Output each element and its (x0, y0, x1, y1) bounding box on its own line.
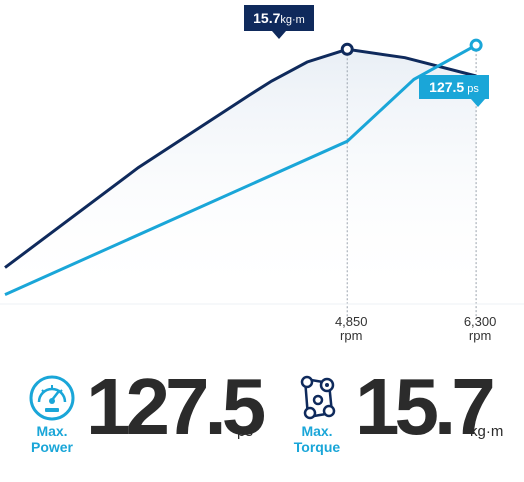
torque-peak-value: 15.7 (253, 10, 280, 26)
power-peak-callout: 127.5 ps (419, 75, 489, 107)
x-tick-label: 6,300 (464, 314, 497, 329)
power-series-line (4, 43, 477, 296)
max-torque-stat: Max. Torque 15.7 kg·m (270, 345, 524, 482)
torque-series-line (4, 47, 477, 269)
power-peak-label: 127.5 ps (429, 79, 479, 95)
max-torque-value: 15.7 (355, 362, 496, 451)
max-power-label: Max. Power (16, 423, 88, 455)
engine-belt-icon (300, 375, 336, 420)
max-power-stat: Max. Power 127.5 ps (0, 345, 270, 482)
x-tick-label: 4,850 (335, 314, 368, 329)
torque-peak-callout-box (244, 5, 314, 39)
x-tick-unit: rpm (469, 328, 491, 343)
torque-peak-label: 15.7kg·m (253, 10, 305, 26)
max-power-label-line2: Power (30, 439, 73, 455)
power-peak-point (469, 38, 483, 52)
max-power-label-line1: Max. (36, 423, 68, 439)
max-torque-unit: kg·m (470, 423, 504, 440)
power-peak-callout-box (419, 75, 489, 107)
max-torque-label: Max. Torque (281, 423, 353, 455)
torque-peak-point (340, 42, 354, 56)
performance-chart: 15.7kg·m 127.5 ps 4,850 rpm 6,300 rpm (0, 5, 524, 343)
power-peak-value: 127.5 (429, 79, 464, 95)
speedometer-icon (29, 375, 75, 421)
max-power-value: 127.5 (86, 362, 266, 451)
torque-peak-unit: kg·m (280, 14, 304, 26)
spec-stats: Max. Power 127.5 ps Max. Torque 15.7 kg·… (0, 345, 524, 482)
x-tick-unit: rpm (340, 328, 362, 343)
max-torque-label-line1: Max. (301, 423, 333, 439)
max-torque-label-line2: Torque (293, 439, 341, 455)
torque-peak-callout: 15.7kg·m (244, 5, 314, 39)
max-power-unit: ps (237, 423, 253, 440)
power-peak-unit: ps (467, 83, 479, 95)
